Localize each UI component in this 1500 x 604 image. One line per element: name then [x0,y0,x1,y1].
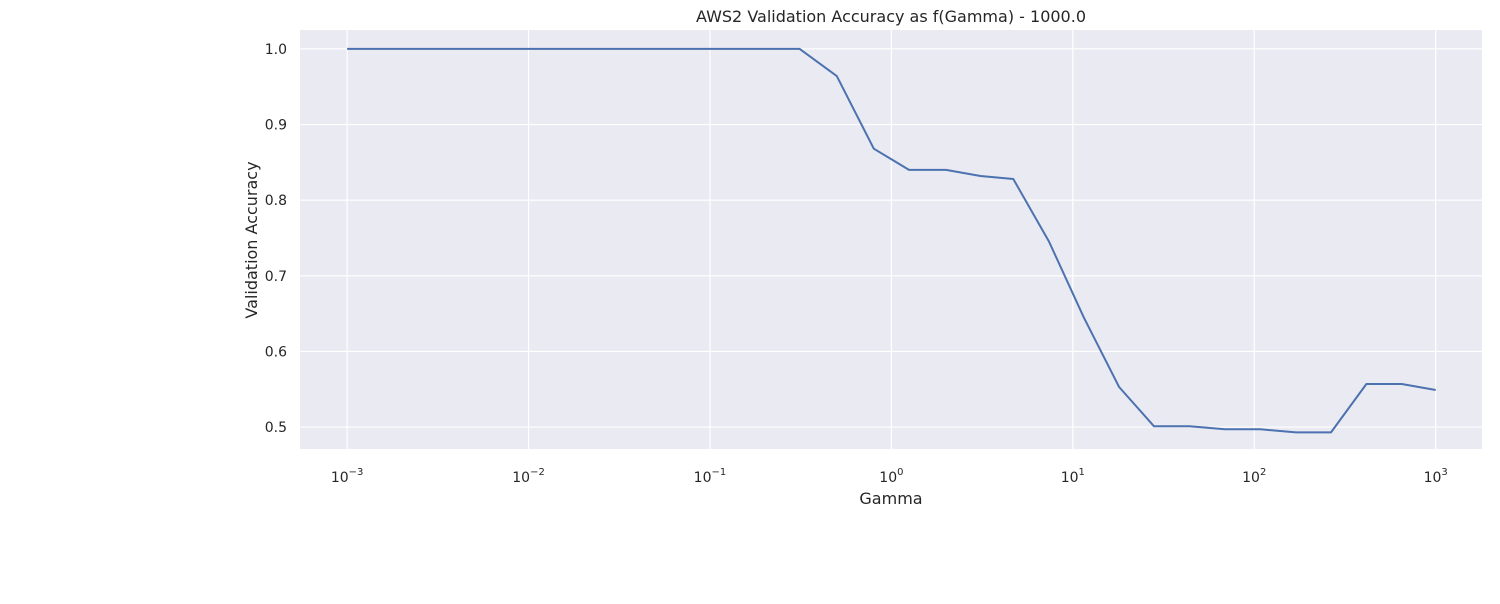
x-tick-label: 102 [1242,467,1266,486]
chart-title: AWS2 Validation Accuracy as f(Gamma) - 1… [696,7,1086,26]
y-axis-label: Validation Accuracy [242,161,261,318]
y-tick-label: 0.5 [265,420,287,436]
x-tick-label: 103 [1424,467,1448,486]
y-tick-label: 1.0 [265,42,287,58]
y-tick-label: 0.7 [265,269,287,285]
x-tick-labels: 10−3 10−2 10−1 100 101 102 103 [331,467,1448,486]
series-layer [347,47,1436,434]
y-tick-label: 0.9 [265,118,287,134]
x-tick-label: 10−1 [694,467,727,486]
y-tick-label: 0.8 [265,193,287,209]
x-tick-label: 10−3 [331,467,364,486]
y-tick-label: 0.6 [265,344,287,360]
series-line-0 [347,47,1436,434]
y-tick-labels: 0.5 0.6 0.7 0.8 0.9 1.0 [265,42,287,436]
x-tick-label: 10−2 [512,467,545,486]
x-tick-label: 100 [879,467,903,486]
x-axis-label: Gamma [859,489,922,508]
x-tick-label: 101 [1061,467,1085,486]
grid-lines [300,30,1482,449]
